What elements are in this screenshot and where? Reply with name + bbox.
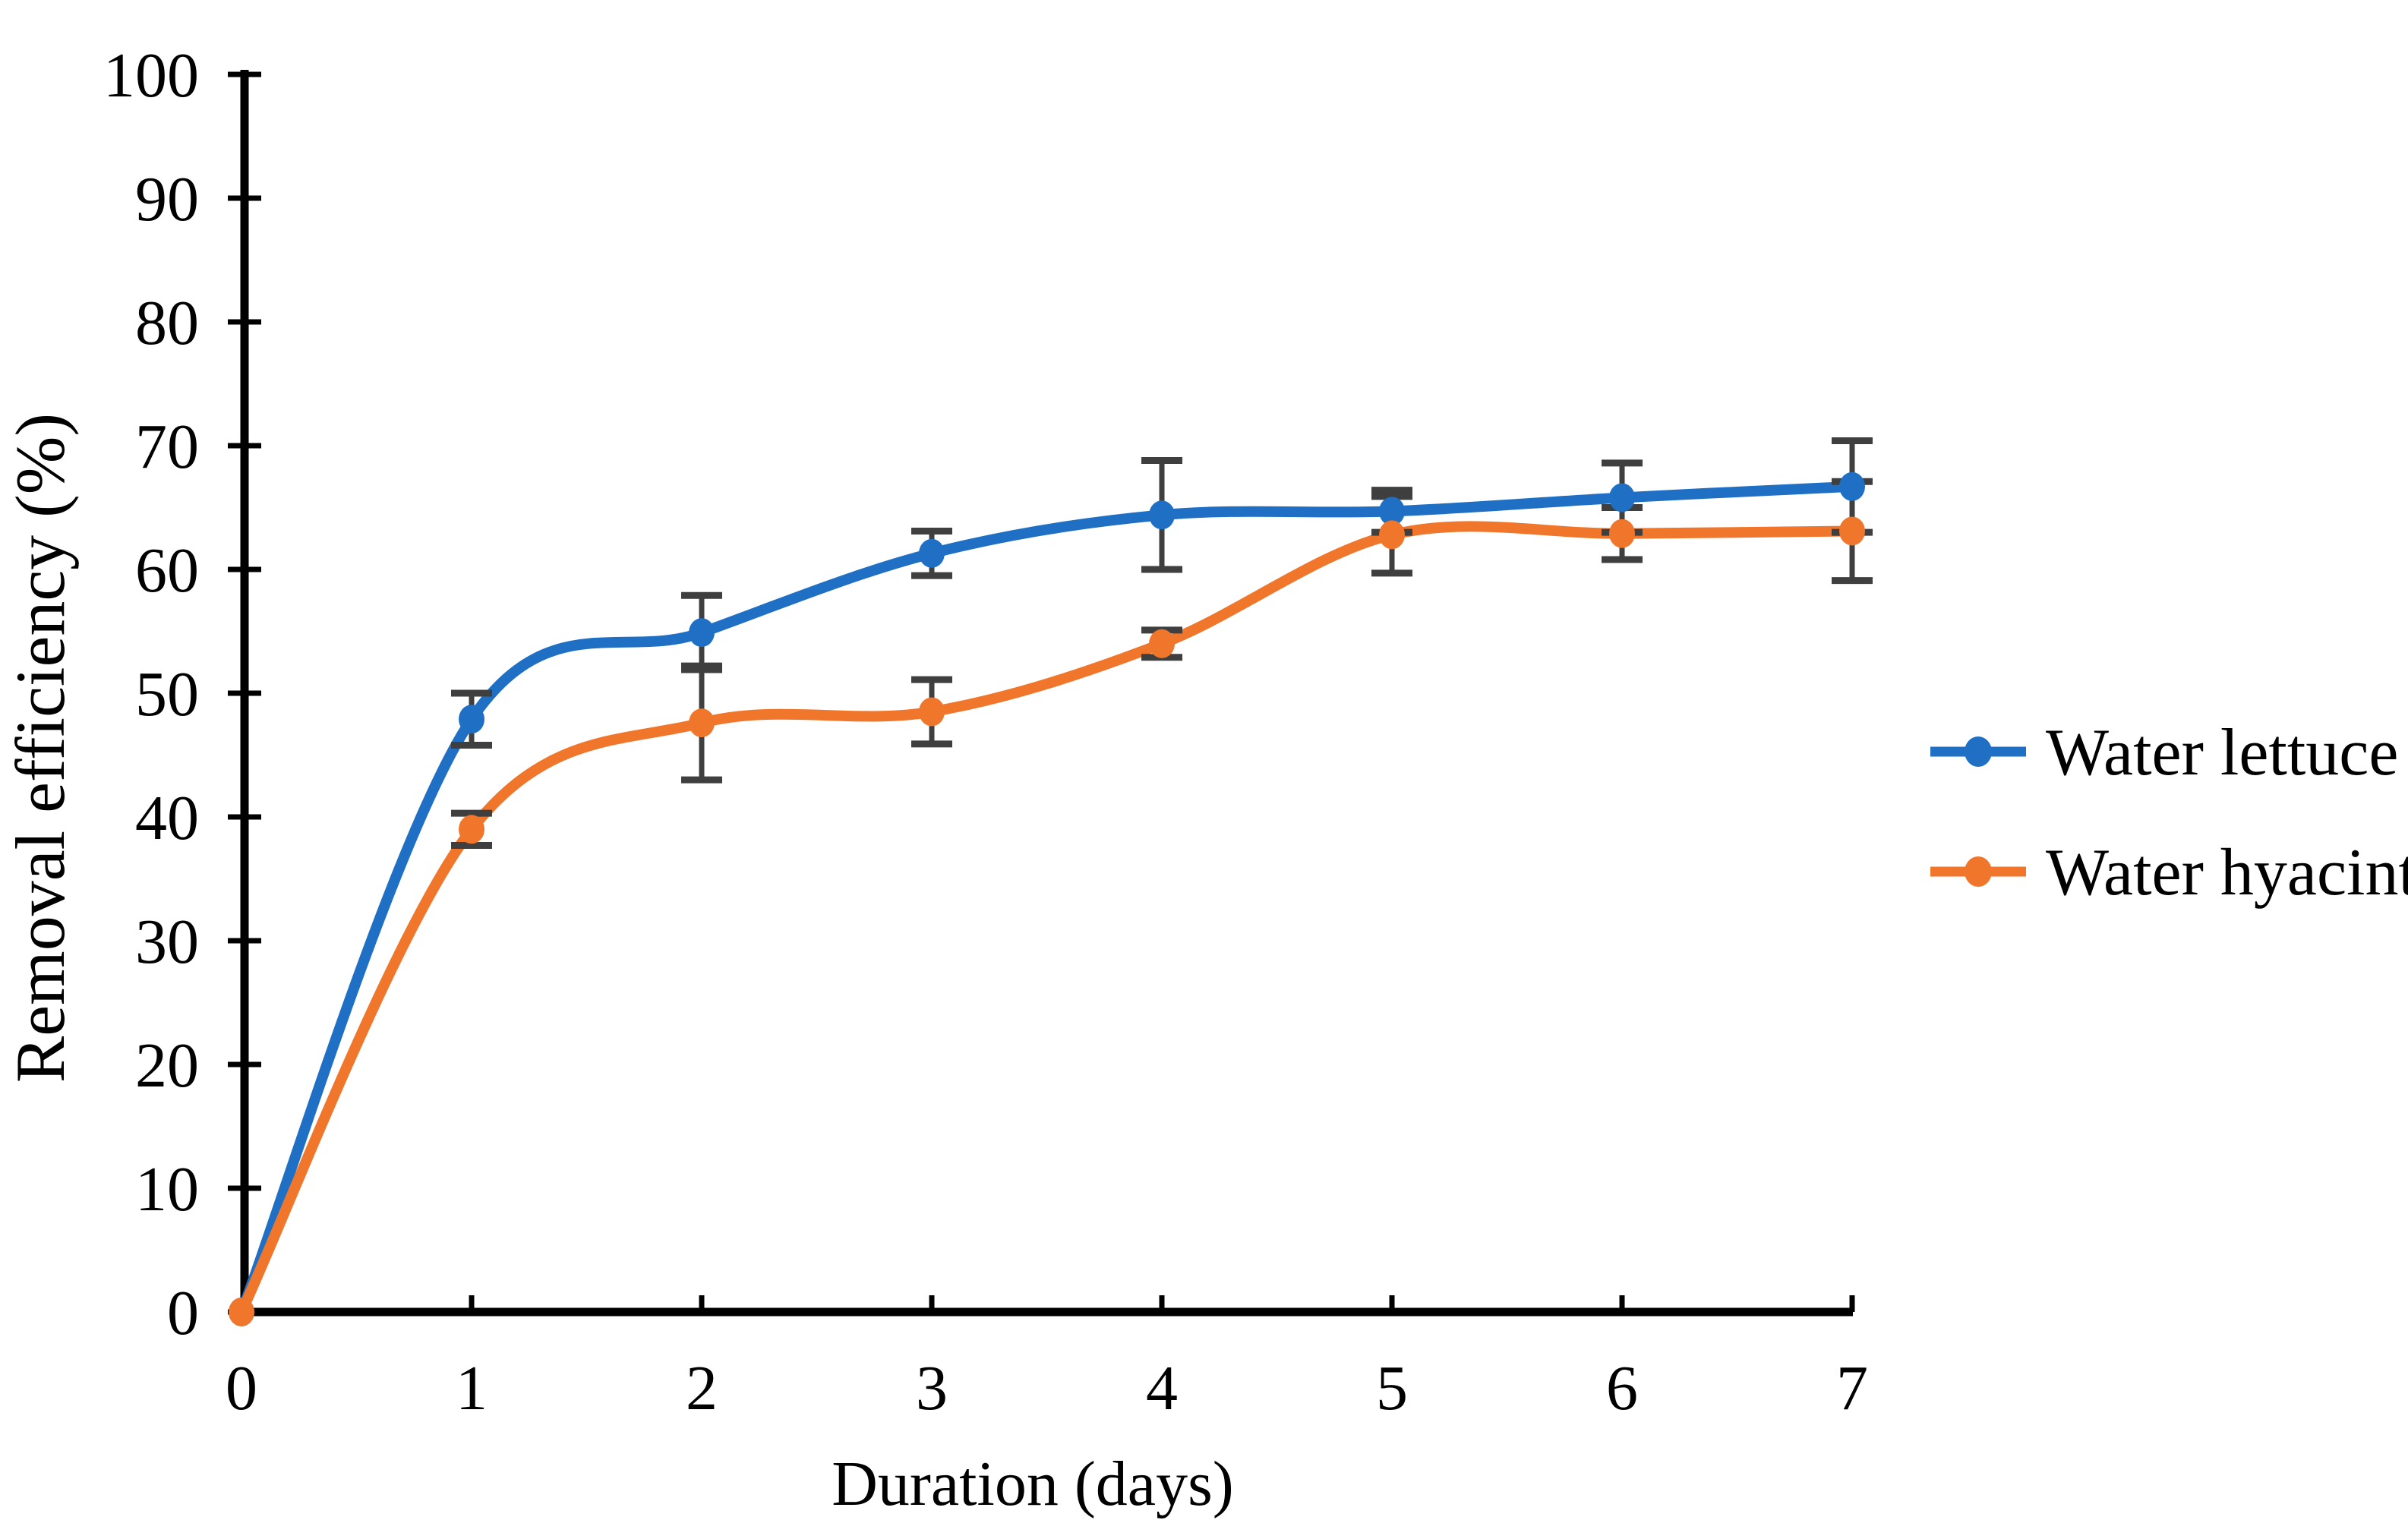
data-point-water-lettuce-day-3: [919, 538, 945, 568]
x-tick-label: 7: [1836, 1353, 1868, 1424]
x-tick-label: 1: [456, 1353, 488, 1424]
legend-item-water-hyacinth: Water hyacinth: [1930, 836, 2408, 910]
y-tick-label: 60: [135, 535, 199, 606]
data-point-water-hyacinth-day-0: [229, 1298, 254, 1326]
y-tick-label: 30: [135, 907, 199, 977]
x-tick-label: 4: [1146, 1353, 1178, 1424]
data-point-water-lettuce-day-2: [689, 618, 715, 648]
x-tick-label: 3: [916, 1353, 948, 1424]
y-tick-label: 70: [135, 412, 199, 482]
series-line-water-hyacinth: [236, 521, 1857, 1317]
legend-marker-icon: [1965, 736, 1992, 767]
data-point-water-lettuce-day-5: [1379, 497, 1405, 526]
y-tick-label: 80: [135, 288, 199, 358]
y-tick-label: 100: [103, 40, 199, 111]
y-tick-label: 50: [135, 659, 199, 730]
data-point-water-hyacinth-day-3: [919, 697, 945, 727]
data-point-water-hyacinth-day-7: [1839, 516, 1865, 546]
legend-item-water-lettuce: Water lettuce: [1930, 716, 2398, 790]
data-point-water-lettuce-day-7: [1839, 471, 1865, 501]
x-axis-title: Duration (days): [832, 1449, 1234, 1519]
legend-label: Water lettuce: [2046, 716, 2398, 790]
y-tick-label: 0: [167, 1278, 199, 1348]
data-point-water-hyacinth-day-4: [1149, 629, 1175, 658]
legend-marker-icon: [1965, 856, 1992, 887]
y-tick-label: 10: [135, 1154, 199, 1225]
series-line-water-lettuce: [236, 481, 1857, 1317]
data-point-water-hyacinth-day-2: [689, 708, 715, 738]
data-point-water-lettuce-day-1: [459, 705, 484, 734]
data-point-water-hyacinth-day-1: [459, 815, 484, 844]
x-tick-label: 6: [1606, 1353, 1638, 1424]
x-tick-label: 5: [1376, 1353, 1408, 1424]
data-point-water-lettuce-day-4: [1149, 500, 1175, 530]
x-tick-label: 2: [686, 1353, 718, 1424]
data-point-water-hyacinth-day-5: [1379, 520, 1405, 550]
y-tick-label: 90: [135, 164, 199, 235]
y-tick-label: 40: [135, 783, 199, 853]
y-axis-title: Removal efficiency (%): [2, 413, 79, 1083]
legend-label: Water hyacinth: [2046, 836, 2408, 910]
data-point-water-lettuce-day-6: [1609, 483, 1635, 512]
data-point-water-hyacinth-day-6: [1609, 519, 1635, 548]
y-tick-label: 20: [135, 1030, 199, 1101]
x-tick-label: 0: [226, 1353, 257, 1424]
